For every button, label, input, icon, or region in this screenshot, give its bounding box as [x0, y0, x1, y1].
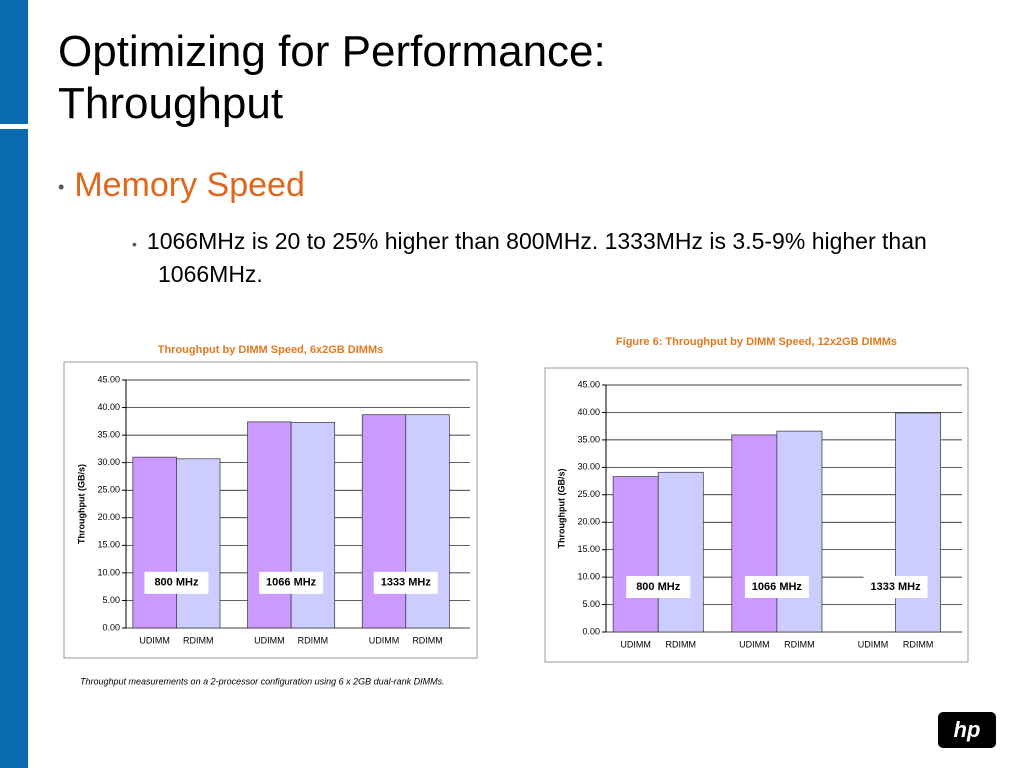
bar: [731, 434, 778, 633]
group-label: 800 MHz: [154, 577, 199, 589]
group-label: 1333 MHz: [381, 577, 432, 589]
group-label-box: [626, 575, 691, 598]
bullet: • Memory Speed: [58, 166, 305, 204]
x-tick-label: RDIMM: [298, 635, 329, 645]
y-tick-label: 45.00: [97, 374, 120, 384]
bar: [776, 430, 823, 633]
chart-note: Throughput measurements on a 2-processor…: [80, 676, 445, 686]
y-tick-label: 30.00: [97, 457, 120, 467]
group-label-box: [259, 571, 324, 594]
sub-bullet-text: 1066MHz is 20 to 25% higher than 800MHz.…: [146, 228, 927, 287]
x-tick-label: UDIMM: [254, 635, 285, 645]
x-tick-label: RDIMM: [183, 635, 214, 645]
y-tick-label: 40.00: [577, 407, 600, 417]
y-tick-label: 5.00: [582, 599, 600, 609]
bar: [361, 414, 407, 629]
y-tick-label: 15.00: [97, 540, 120, 550]
bar: [290, 422, 336, 629]
y-tick-label: 25.00: [577, 489, 600, 499]
group-label: 1066 MHz: [752, 581, 803, 593]
bar: [132, 456, 177, 629]
y-tick-label: 20.00: [97, 512, 120, 522]
y-tick-label: 5.00: [102, 595, 120, 605]
chart-title: Figure 6: Throughput by DIMM Speed, 12x2…: [616, 336, 897, 348]
group-label-box: [863, 575, 928, 598]
title-line: Optimizing for Performance:: [58, 27, 606, 76]
y-tick-label: 0.00: [582, 626, 600, 636]
hp-logo: hp: [938, 712, 996, 748]
y-tick-label: 15.00: [577, 544, 600, 554]
y-tick-label: 45.00: [577, 379, 600, 389]
group-label: 1333 MHz: [870, 581, 921, 593]
group-label-box: [373, 571, 438, 594]
sub-bullet: • 1066MHz is 20 to 25% higher than 800MHz…: [132, 228, 927, 287]
y-axis-label: Throughput (GB/s): [556, 469, 566, 549]
y-tick-label: 20.00: [577, 517, 600, 527]
y-axis-label: Throughput (GB/s): [76, 464, 86, 544]
y-tick-label: 0.00: [102, 622, 120, 632]
side-gap: [0, 124, 28, 129]
x-tick-label: RDIMM: [412, 635, 443, 645]
chart-title: Throughput by DIMM Speed, 6x2GB DIMMs: [158, 344, 384, 356]
bar: [405, 414, 450, 629]
bar: [657, 471, 704, 633]
x-tick-label: RDIMM: [784, 639, 815, 649]
x-tick-label: RDIMM: [666, 639, 697, 649]
y-tick-label: 10.00: [577, 571, 600, 581]
y-tick-label: 35.00: [577, 434, 600, 444]
y-tick-label: 10.00: [97, 567, 120, 577]
y-tick-label: 35.00: [97, 429, 120, 439]
y-tick-label: 40.00: [97, 402, 120, 412]
x-tick-label: RDIMM: [903, 639, 934, 649]
x-tick-label: UDIMM: [739, 639, 770, 649]
y-tick-label: 25.00: [97, 485, 120, 495]
bar: [612, 476, 659, 633]
bar: [176, 458, 221, 629]
title-line: Throughput: [58, 79, 284, 128]
x-tick-label: UDIMM: [858, 639, 889, 649]
group-label-box: [144, 571, 209, 594]
group-label-box: [744, 575, 809, 598]
bar: [247, 421, 292, 629]
y-tick-label: 30.00: [577, 462, 600, 472]
bar: [895, 412, 941, 633]
group-label: 800 MHz: [636, 581, 681, 593]
group-label: 1066 MHz: [266, 577, 317, 589]
x-tick-label: UDIMM: [139, 635, 170, 645]
x-tick-label: UDIMM: [620, 639, 651, 649]
x-tick-label: UDIMM: [369, 635, 400, 645]
bullet-text: Memory Speed: [74, 166, 305, 204]
slide-title: Optimizing for Performance: Throughput: [58, 26, 606, 130]
